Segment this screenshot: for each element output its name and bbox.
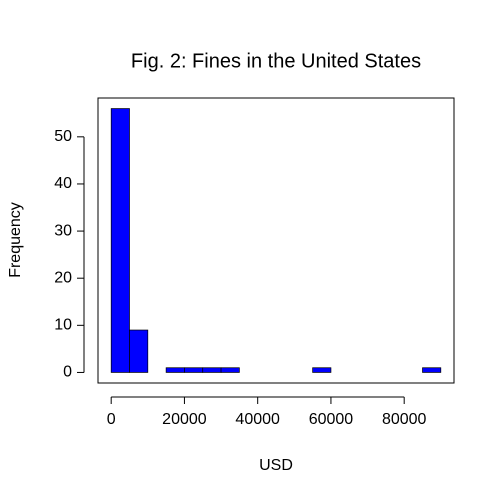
bar [184,367,204,373]
bar [220,367,240,373]
x-tick-label: 20000 [162,411,207,428]
y-tick-label: 40 [54,175,72,192]
bar [110,108,130,373]
y-axis-label: Frequency [7,202,24,278]
bar [129,329,149,373]
y-tick-label: 30 [54,222,72,239]
x-axis-label: USD [259,457,293,474]
x-tick-label: 40000 [235,411,280,428]
plot-frame [97,97,455,384]
y-tick-label: 0 [63,364,72,381]
bar [165,367,185,373]
chart-title: Fig. 2: Fines in the United States [131,50,421,72]
y-tick-label: 20 [54,269,72,286]
y-tick-label: 10 [54,317,72,334]
x-tick-label: 80000 [382,411,427,428]
bar [202,367,222,373]
bar [422,367,442,373]
bar [312,367,332,373]
x-tick-label: 0 [107,411,116,428]
x-tick-label: 60000 [309,411,354,428]
y-tick-label: 50 [54,128,72,145]
